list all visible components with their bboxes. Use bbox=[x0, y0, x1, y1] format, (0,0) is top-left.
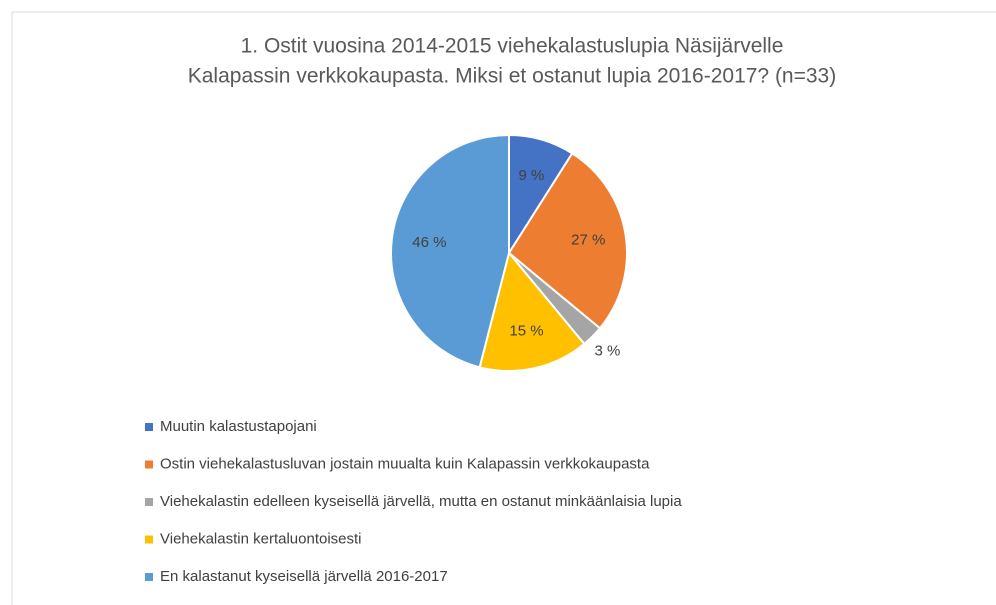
legend-swatch bbox=[145, 460, 153, 469]
data-label: 27 % bbox=[571, 231, 605, 248]
legend-swatch bbox=[145, 423, 153, 431]
chart-title: 1. Ostit vuosina 2014-2015 viehekalastus… bbox=[241, 35, 784, 58]
legend-swatch bbox=[145, 498, 153, 506]
pie-slice bbox=[478, 250, 586, 372]
data-label: 3 % bbox=[595, 342, 621, 359]
legend-label: Viehekalastin edelleen kyseisellä järvel… bbox=[160, 493, 682, 510]
pie-slice bbox=[390, 133, 510, 369]
legend-swatch bbox=[145, 535, 153, 544]
legend-label: Muutin kalastustapojani bbox=[160, 418, 317, 435]
pie-slice bbox=[507, 151, 628, 330]
legend-label: Ostin viehekalastusluvan jostain muualta… bbox=[160, 455, 650, 472]
data-label: 9 % bbox=[518, 167, 544, 184]
legend-label: En kalastanut kyseisellä järvellä 2016-2… bbox=[160, 568, 448, 585]
chart-title: Kalapassin verkkokaupasta. Miksi et osta… bbox=[188, 65, 836, 88]
data-label: 15 % bbox=[509, 322, 543, 339]
data-label: 46 % bbox=[412, 234, 446, 251]
legend-label: Viehekalastin kertaluontoisesti bbox=[160, 530, 362, 547]
legend-swatch bbox=[145, 573, 153, 581]
